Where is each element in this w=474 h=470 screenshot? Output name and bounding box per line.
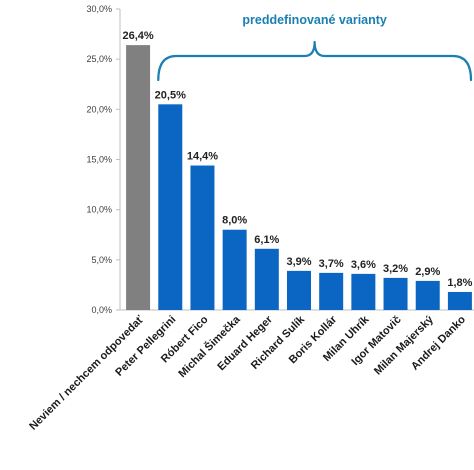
data-label: 26,4% (122, 30, 153, 42)
y-tick-label: 10,0% (86, 205, 112, 215)
bar (383, 277, 408, 310)
data-label: 8,0% (222, 215, 247, 227)
bar (447, 291, 472, 310)
bar (126, 45, 151, 311)
bar (222, 229, 247, 310)
bar (287, 270, 311, 310)
y-tick-label: 5,0% (91, 255, 112, 265)
category-label: Neviem / nechcem odpovedať (27, 313, 146, 432)
bar (158, 104, 183, 310)
data-label: 14,4% (187, 151, 218, 163)
annotation-group: preddefinované varianty (157, 13, 473, 82)
y-tick-label: 15,0% (86, 155, 112, 165)
bars (126, 45, 472, 311)
bar (415, 280, 440, 310)
bar (254, 248, 279, 310)
data-label: 3,7% (319, 258, 344, 270)
data-label: 20,5% (155, 89, 186, 101)
bar (319, 272, 344, 310)
y-tick-label: 30,0% (86, 4, 112, 14)
data-label: 2,9% (415, 266, 440, 278)
y-tick-label: 20,0% (86, 104, 112, 114)
y-tick-label: 0,0% (91, 305, 112, 315)
data-labels: 26,4% 20,5% 14,4% 8,0% 6,1% 3,9% 3,7% 3,6% 3,2% 2… (122, 30, 472, 289)
data-label: 6,1% (254, 234, 279, 246)
bar (351, 273, 376, 310)
y-tick-label: 25,0% (86, 54, 112, 64)
annotation-label: preddefinované varianty (242, 13, 387, 27)
bar (190, 165, 215, 310)
annotation-brace (157, 40, 473, 82)
data-label: 3,9% (286, 256, 311, 268)
data-label: 3,2% (383, 263, 408, 275)
data-label: 1,8% (447, 277, 472, 289)
data-label: 3,6% (351, 259, 376, 271)
